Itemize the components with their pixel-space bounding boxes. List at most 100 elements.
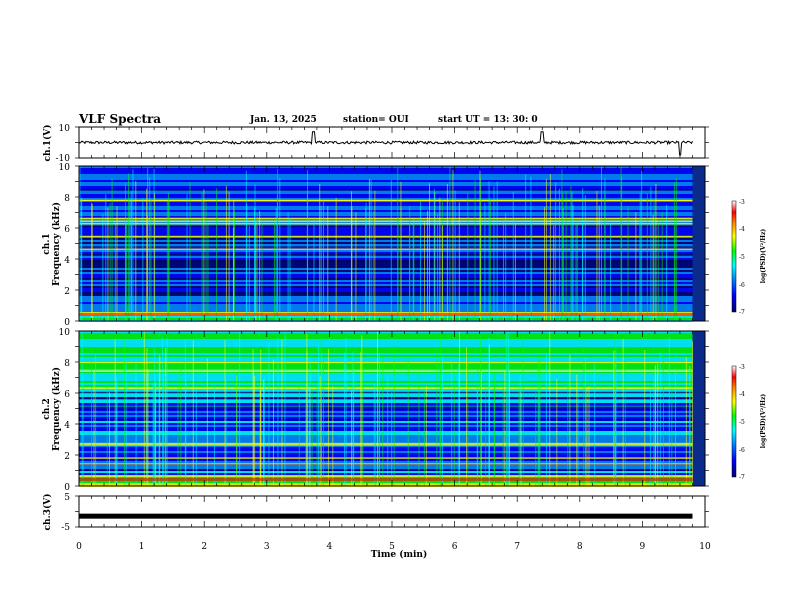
spectrogram-streak bbox=[493, 186, 495, 321]
spectrogram-band bbox=[79, 310, 693, 312]
spectrogram-streak bbox=[143, 331, 145, 486]
ch2-colorbar: -3 -4 -5 -6 -7 log(PSD)(V²/Hz) bbox=[731, 364, 767, 481]
spectrogram-streak bbox=[146, 347, 148, 486]
spectrogram-streak bbox=[512, 191, 514, 321]
spectrogram-band bbox=[79, 435, 693, 437]
spectrogram-streak bbox=[654, 365, 656, 486]
x-tick-3: 3 bbox=[264, 542, 270, 552]
spectrogram-band bbox=[79, 433, 693, 435]
spectrogram-streak bbox=[530, 176, 532, 321]
spectrogram-streak bbox=[352, 351, 354, 486]
spectrogram-streak bbox=[621, 176, 623, 321]
spectrogram-band bbox=[79, 302, 693, 304]
spectrogram-band bbox=[79, 423, 693, 425]
spectrogram-line bbox=[79, 391, 693, 394]
x-tick-8: 8 bbox=[577, 542, 583, 552]
ch1-colorbar-tick-m5: -5 bbox=[739, 254, 745, 261]
spectrogram-streak bbox=[596, 191, 598, 321]
spectrogram-streak bbox=[598, 205, 600, 321]
spectrogram-streak bbox=[145, 373, 147, 486]
spectrogram-streak bbox=[488, 344, 490, 486]
spectrogram-streak bbox=[624, 345, 626, 486]
spectrogram-streak bbox=[273, 222, 275, 321]
spectrogram-streak bbox=[480, 178, 482, 321]
spectrogram-streak bbox=[255, 222, 257, 321]
spectrogram-band bbox=[79, 190, 693, 192]
spectrogram-band bbox=[79, 278, 693, 280]
spectrogram-streak bbox=[111, 178, 113, 321]
spectrogram-streak bbox=[441, 225, 443, 321]
spectrogram-band bbox=[79, 429, 693, 431]
spectrogram-band bbox=[79, 258, 693, 260]
spectrogram-line bbox=[79, 225, 693, 227]
spectrogram-streak bbox=[253, 369, 255, 486]
spectrogram-line bbox=[79, 235, 693, 238]
spectrogram-band bbox=[79, 417, 693, 419]
spectrogram-streak bbox=[453, 376, 455, 486]
ch3-ytick-top: 5 bbox=[64, 493, 70, 503]
spectrogram-streak bbox=[502, 384, 504, 486]
spectrogram-streak bbox=[505, 212, 507, 321]
spectrogram-streak bbox=[149, 177, 151, 321]
spectrogram-band bbox=[79, 345, 693, 347]
spectrogram-band bbox=[79, 471, 693, 473]
spectrogram-band bbox=[79, 256, 693, 258]
spectrogram-line bbox=[79, 444, 693, 446]
x-axis: 0 1 2 3 4 5 6 7 8 9 10 Time (min) bbox=[76, 542, 711, 560]
spectrogram-band bbox=[79, 465, 693, 467]
spectrogram-streak bbox=[378, 375, 380, 486]
spectrogram-streak bbox=[365, 208, 367, 321]
ch3-waveform-line bbox=[79, 513, 693, 519]
spectrogram-streak bbox=[164, 375, 166, 486]
spectrogram-streak bbox=[319, 184, 321, 321]
spectrogram-streak bbox=[93, 371, 95, 486]
spectrogram-line bbox=[79, 254, 693, 256]
spectrogram-streak bbox=[207, 224, 209, 321]
spectrogram-band bbox=[79, 409, 693, 411]
spectrogram-streak bbox=[657, 363, 659, 486]
ch2-spectrogram-ticks bbox=[75, 330, 709, 487]
spectrogram-streak bbox=[327, 348, 329, 486]
ch2-spectrogram-panel: 10 8 6 4 2 0 ch.2 Frequency (kHz) bbox=[42, 328, 709, 493]
spectrogram-streak bbox=[561, 169, 563, 321]
ch1-colorbar-tick-m3: -3 bbox=[739, 199, 745, 206]
spectrogram-line bbox=[79, 220, 693, 222]
x-tick-2: 2 bbox=[201, 542, 207, 552]
ch1-colorbar-tick-m4: -4 bbox=[739, 226, 745, 233]
spectrogram-streak bbox=[494, 372, 496, 486]
spectrogram-band bbox=[79, 224, 693, 226]
spectrogram-streak bbox=[588, 385, 590, 486]
spectrogram-streak bbox=[467, 356, 469, 486]
spectrogram-streak bbox=[109, 203, 111, 321]
spectrogram-band bbox=[79, 437, 693, 439]
station-label: station= OUI bbox=[343, 115, 409, 125]
spectrogram-band bbox=[79, 441, 693, 443]
spectrogram-band bbox=[79, 300, 693, 302]
spectrogram-streak bbox=[135, 180, 137, 321]
spectrogram-streak bbox=[427, 210, 429, 321]
spectrogram-streak bbox=[311, 389, 313, 486]
spectrogram-streak bbox=[418, 372, 420, 486]
spectrogram-streak bbox=[114, 339, 116, 486]
spectrogram-band bbox=[79, 178, 693, 180]
spectrogram-streak bbox=[368, 179, 370, 321]
spectrogram-band bbox=[79, 383, 693, 385]
spectrogram-streak bbox=[150, 198, 152, 321]
spectrogram-streak bbox=[81, 197, 83, 321]
spectrogram-streak bbox=[152, 382, 154, 486]
spectrogram-band bbox=[79, 184, 693, 186]
spectrogram-line bbox=[79, 457, 693, 459]
ch2-spectrogram bbox=[79, 331, 694, 487]
spectrogram-streak bbox=[644, 350, 646, 486]
spectrogram-streak bbox=[436, 347, 438, 486]
spectrogram-band bbox=[79, 353, 693, 355]
spectrogram-band bbox=[79, 359, 693, 361]
spectrogram-streak bbox=[132, 169, 134, 321]
ch2-colorbar-tick-m6: -6 bbox=[739, 447, 745, 454]
spectrogram-streak bbox=[480, 371, 482, 486]
spectrogram-band bbox=[79, 337, 693, 339]
ch2-freq-tick-6: 6 bbox=[64, 390, 70, 400]
spectrogram-band bbox=[79, 198, 693, 200]
spectrogram-streak bbox=[262, 379, 264, 486]
